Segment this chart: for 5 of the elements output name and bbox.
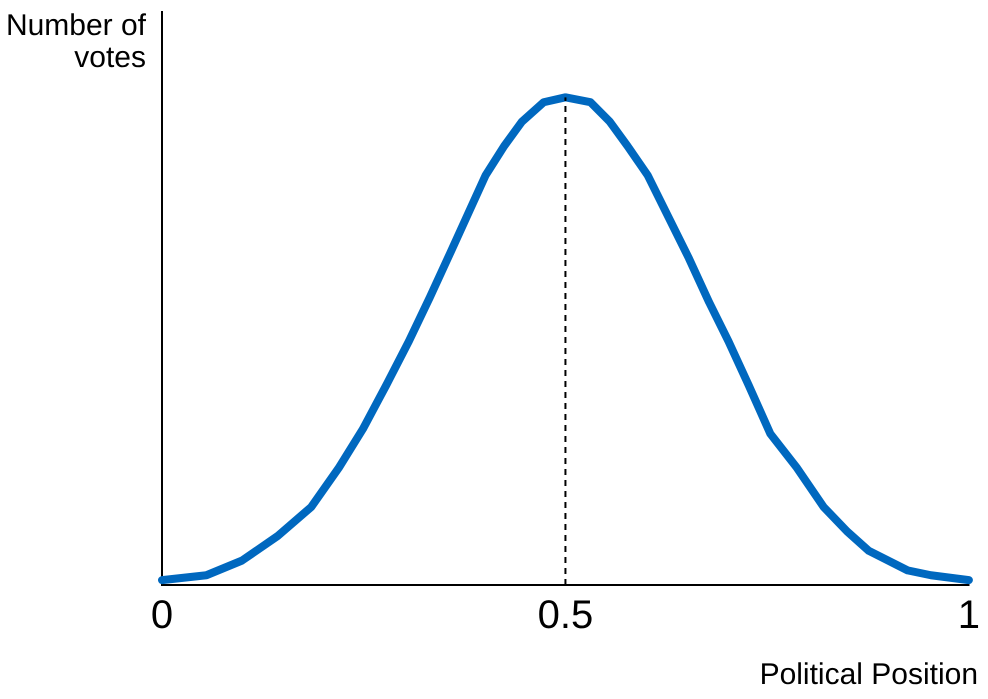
x-tick-label: 0.5 [538, 593, 594, 638]
x-axis-title: Political Position [760, 658, 978, 692]
x-tick-label: 1 [958, 593, 980, 638]
x-tick-label: 0 [150, 593, 174, 638]
y-axis-title: Number of votes [4, 9, 146, 74]
